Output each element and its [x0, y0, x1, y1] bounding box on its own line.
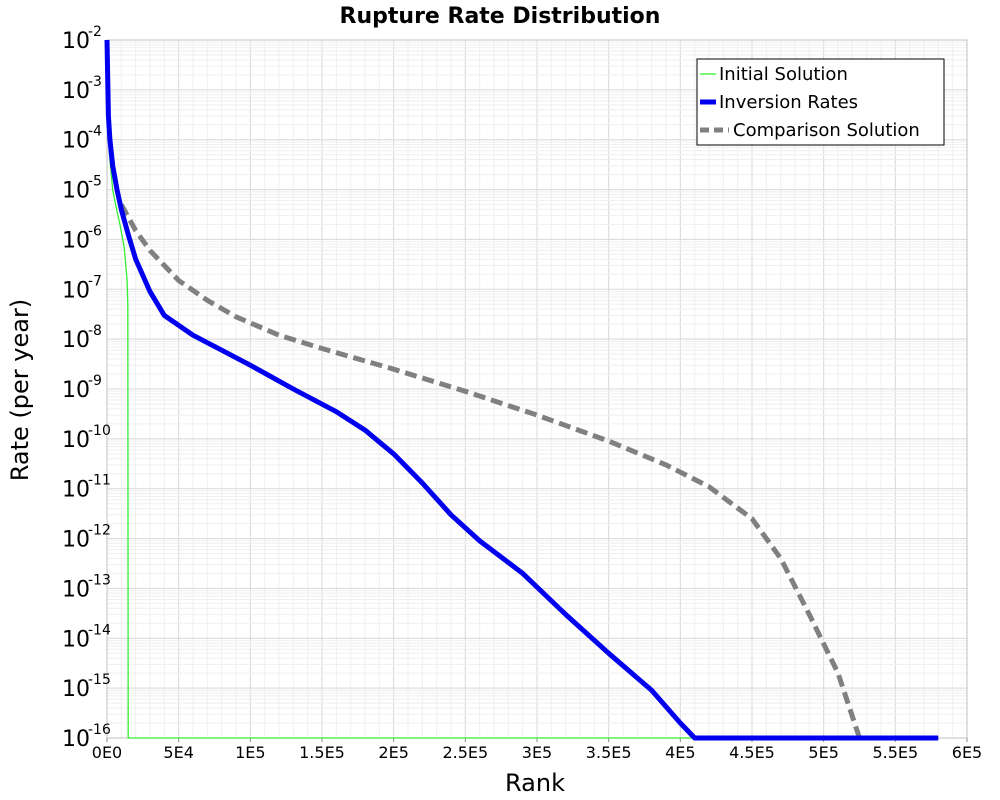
y-tick-base: 10 — [62, 228, 90, 253]
y-tick-label: 10-14 — [62, 622, 111, 652]
y-tick-base: 10 — [62, 79, 90, 104]
y-tick-exponent: -11 — [88, 473, 111, 489]
y-axis-label: Rate (per year) — [6, 299, 34, 481]
y-tick-base: 10 — [62, 129, 90, 154]
y-tick-exponent: -9 — [88, 373, 102, 389]
x-tick-label: 5E5 — [808, 743, 838, 762]
y-tick-base: 10 — [62, 627, 90, 652]
legend: Initial Solution Inversion Rates Compariso… — [696, 58, 945, 146]
legend-label-inversion-rates: Inversion Rates — [719, 92, 858, 113]
x-tick-label: 4.5E5 — [729, 743, 775, 762]
legend-box — [696, 58, 945, 146]
x-tick-label: 2.5E5 — [442, 743, 488, 762]
x-tick-label: 0E0 — [92, 743, 122, 762]
y-tick-base: 10 — [62, 528, 90, 553]
y-tick-exponent: -15 — [88, 672, 111, 688]
y-tick-label: 10-12 — [62, 523, 111, 553]
y-tick-label: 10-7 — [62, 273, 102, 303]
legend-label-comparison-solution: Comparison Solution — [733, 120, 920, 141]
y-tick-label: 10-16 — [62, 722, 111, 752]
y-tick-exponent: -13 — [88, 572, 111, 588]
y-tick-exponent: -4 — [88, 124, 102, 140]
y-tick-label: 10-15 — [62, 672, 111, 702]
y-tick-label: 10-5 — [62, 174, 102, 204]
legend-label-initial-solution: Initial Solution — [719, 64, 848, 85]
y-tick-exponent: -14 — [88, 622, 111, 638]
x-axis-ticks: 0E0 5E4 1E5 1.5E5 2E5 2.5E5 3E5 3.5E5 4E5 4.5E5 5E… — [92, 738, 982, 762]
y-tick-label: 10-9 — [62, 373, 102, 403]
y-tick-label: 10-3 — [62, 74, 102, 104]
y-tick-label: 10-4 — [62, 124, 102, 154]
x-axis-label: Rank — [505, 769, 565, 797]
y-tick-exponent: -7 — [88, 273, 102, 289]
y-tick-exponent: -16 — [88, 722, 111, 738]
y-tick-exponent: -8 — [88, 323, 102, 339]
series-line-comparison-solution — [119, 203, 862, 739]
y-axis-ticks: 10-1610-1510-1410-1310-1210-1110-1010-91… — [62, 24, 111, 752]
y-tick-base: 10 — [62, 428, 90, 453]
y-tick-base: 10 — [62, 677, 90, 702]
x-tick-label: 3.5E5 — [586, 743, 632, 762]
y-tick-base: 10 — [62, 478, 90, 503]
y-tick-exponent: -2 — [88, 24, 102, 40]
y-tick-base: 10 — [62, 29, 90, 54]
x-tick-label: 3E5 — [522, 743, 552, 762]
y-tick-label: 10-10 — [62, 423, 111, 453]
y-tick-exponent: -5 — [88, 174, 102, 190]
series-line-inversion-rates — [104, 39, 939, 741]
chart-title: Rupture Rate Distribution — [340, 4, 661, 29]
x-tick-label: 5E4 — [163, 743, 193, 762]
y-tick-base: 10 — [62, 278, 90, 303]
y-tick-exponent: -10 — [88, 423, 111, 439]
y-tick-label: 10-8 — [62, 323, 102, 353]
y-tick-base: 10 — [62, 727, 90, 752]
y-tick-label: 10-13 — [62, 572, 111, 602]
x-tick-label: 2E5 — [378, 743, 408, 762]
y-tick-label: 10-2 — [62, 24, 102, 54]
x-tick-label: 4E5 — [665, 743, 695, 762]
x-tick-label: 5.5E5 — [872, 743, 918, 762]
x-tick-label: 1.5E5 — [299, 743, 345, 762]
y-tick-exponent: -6 — [88, 223, 102, 239]
x-tick-label: 6E5 — [952, 743, 982, 762]
y-tick-base: 10 — [62, 577, 90, 602]
y-tick-base: 10 — [62, 328, 90, 353]
y-tick-exponent: -3 — [88, 74, 102, 90]
y-tick-label: 10-6 — [62, 223, 102, 253]
y-tick-base: 10 — [62, 179, 90, 204]
y-tick-label: 10-11 — [62, 473, 111, 503]
series-layer — [104, 39, 939, 741]
y-tick-exponent: -12 — [88, 523, 111, 539]
x-tick-label: 1E5 — [235, 743, 265, 762]
y-tick-base: 10 — [62, 378, 90, 403]
